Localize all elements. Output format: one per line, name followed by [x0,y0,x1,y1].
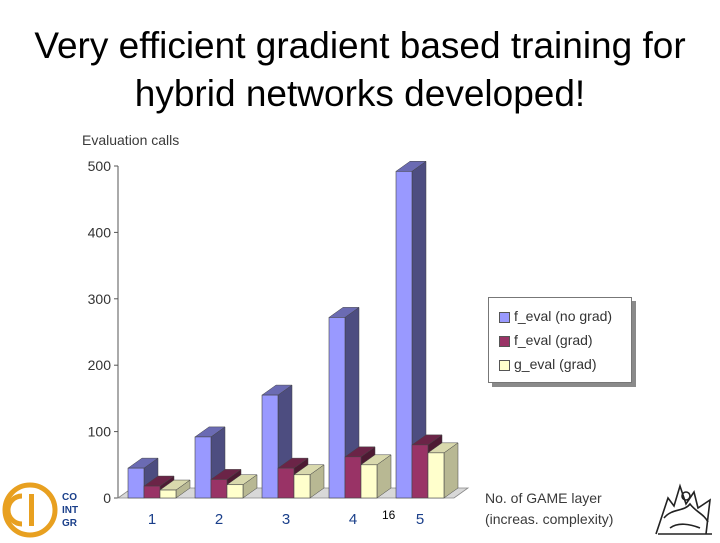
y-tick-label: 400 [88,224,112,240]
bar-f-eval-grad-1 [143,485,161,499]
x-tick-label: 2 [215,511,223,528]
logo-text-line-2: INT [62,505,79,516]
legend-swatch [499,312,510,323]
logo-text-line-1: CO [62,492,77,503]
y-tick-label: 500 [88,158,112,174]
bar-g-eval-grad-4 [360,464,378,499]
bar-f-eval-grad-2 [210,479,228,499]
slide-title: Very efficient gradient based training f… [0,22,720,118]
bar-f-eval-no-grad-2 [194,436,212,499]
legend-label: f_eval (no grad) [514,308,613,324]
y-tick-label: 100 [88,424,112,440]
bar-f-eval-grad-5 [411,444,429,499]
bar-f-eval-grad-3 [277,467,295,499]
y-tick-label: 0 [103,490,111,506]
x-tick-label: 1 [148,511,156,528]
y-tick-label: 200 [88,357,112,373]
y-tick-label: 300 [88,291,112,307]
chart-legend: f_eval (no grad) f_eval (grad) g_eval (g… [488,297,632,383]
bar-f-eval-no-grad-5 [395,171,413,499]
bar-f-eval-no-grad-4 [328,317,346,499]
slide-title-line-2: hybrid networks developed! [134,73,586,114]
y-axis-title: Evaluation calls [82,132,180,148]
logo-text-line-3: GR [62,518,77,529]
x-axis-title: No. of GAME layer (increas. complexity) [485,488,613,530]
legend-label: f_eval (grad) [514,332,593,348]
organization-logo: CO INT GR [2,482,92,538]
legend-swatch [499,336,510,347]
bar-g-eval-grad-1 [159,489,177,499]
x-tick-label: 5 [416,511,424,528]
x-tick-label: 4 [349,511,357,528]
x-axis-title-line-2: (increas. complexity) [485,511,614,527]
bar-g-eval-grad-3 [293,474,311,499]
bar-g-eval-grad-5 [427,452,445,499]
bar-g-eval-grad-2 [226,484,244,499]
x-axis-title-line-1: No. of GAME layer [485,490,602,506]
bar-f-eval-no-grad-3 [261,394,279,499]
lion-crest-icon [655,483,712,535]
slide-title-line-1: Very efficient gradient based training f… [34,25,686,66]
x-tick-label: 3 [282,511,290,528]
bar-f-eval-grad-4 [344,456,362,499]
page-number: 16 [382,508,396,522]
bar-f-eval-no-grad-1 [127,467,145,499]
cig-logo-icon [2,482,58,538]
legend-swatch [499,360,510,371]
legend-label: g_eval (grad) [514,356,597,372]
